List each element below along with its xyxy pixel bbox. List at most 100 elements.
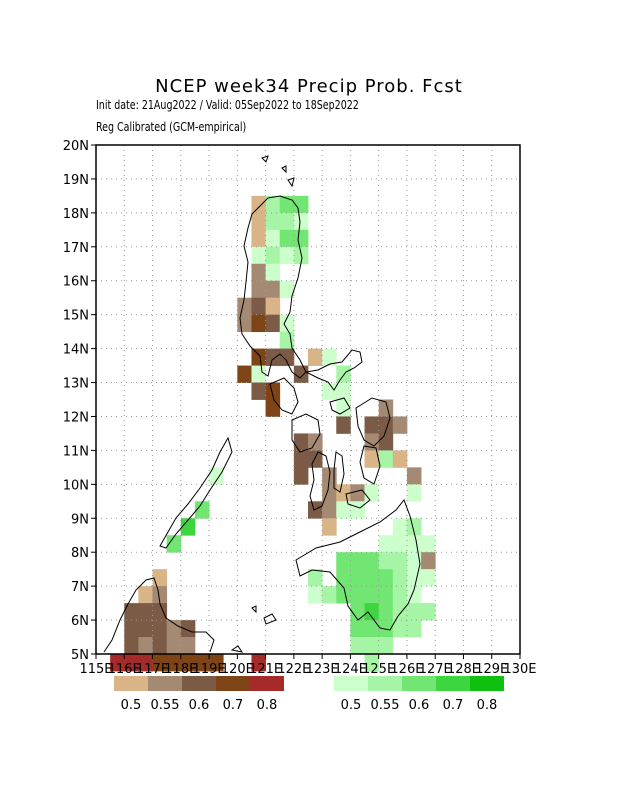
wet-legend-swatch — [470, 676, 504, 691]
prob-cell — [209, 654, 224, 672]
prob-cell — [392, 535, 408, 553]
dry-legend-swatch — [250, 676, 284, 691]
lat-lon-grid — [96, 145, 520, 654]
dry-legend-label: 0.5 — [121, 698, 142, 713]
prob-cell — [265, 382, 281, 400]
prob-cell — [293, 229, 309, 248]
prob-cell — [406, 603, 422, 621]
wet-legend-swatch — [368, 676, 402, 691]
prob-cell — [152, 603, 168, 621]
prob-cell — [406, 535, 422, 553]
lon-tick-label: 122E — [277, 662, 310, 677]
prob-cell — [279, 348, 295, 366]
prob-cell — [336, 416, 351, 434]
prob-cell — [279, 212, 295, 231]
coastline-samar — [355, 397, 391, 447]
prob-cell — [350, 484, 365, 502]
prob-cell — [336, 586, 351, 604]
lat-tick-label: 7N — [71, 580, 89, 595]
probability-cells — [110, 195, 436, 672]
prob-cell — [251, 263, 266, 282]
prob-cell — [336, 552, 351, 570]
prob-cell — [364, 637, 380, 655]
prob-cell — [406, 620, 422, 638]
lat-tick-label: 14N — [63, 343, 89, 358]
prob-cell — [308, 348, 323, 366]
wet-legend-swatch — [334, 676, 368, 691]
prob-cell — [392, 416, 408, 434]
lat-tick-label: 17N — [63, 241, 89, 256]
dry-legend-label: 0.8 — [257, 698, 278, 713]
wet-legend-label: 0.5 — [341, 698, 362, 713]
prob-cell — [166, 637, 182, 655]
prob-cell — [322, 501, 337, 519]
prob-cell — [194, 501, 210, 519]
prob-cell — [138, 620, 153, 638]
prob-cell — [124, 654, 139, 672]
prob-cell — [364, 450, 380, 468]
prob-cell — [378, 637, 394, 655]
prob-cell — [265, 348, 281, 366]
prob-cell — [421, 535, 436, 553]
prob-cell — [138, 586, 153, 604]
coastline-leyte — [359, 445, 381, 485]
prob-cell — [152, 637, 168, 655]
prob-cell — [251, 280, 266, 299]
wet-legend-swatch — [402, 676, 436, 691]
prob-cell — [251, 246, 266, 265]
prob-cell — [378, 433, 394, 451]
lon-tick-label: 119E — [193, 662, 226, 677]
prob-cell — [124, 637, 139, 655]
prob-cell — [364, 654, 380, 672]
prob-cell — [265, 314, 281, 333]
dry-legend-label: 0.55 — [151, 698, 180, 713]
prob-cell — [406, 552, 422, 570]
prob-cell — [350, 501, 365, 519]
prob-cell — [378, 399, 394, 417]
dry-legend-label: 0.7 — [223, 698, 244, 713]
lat-tick-label: 10N — [63, 478, 89, 493]
prob-cell — [308, 501, 323, 519]
lon-tick-label: 130E — [503, 662, 536, 677]
map-title: NCEP week34 Precip Prob. Fcst — [155, 76, 463, 97]
prob-cell — [378, 603, 394, 621]
prob-cell — [251, 348, 266, 366]
prob-cell — [293, 365, 309, 383]
prob-cell — [392, 450, 408, 468]
prob-cell — [378, 450, 394, 468]
prob-cell — [378, 552, 394, 570]
lat-tick-label: 9N — [71, 512, 89, 527]
prob-cell — [421, 552, 436, 570]
prob-cell — [364, 603, 380, 621]
lat-tick-label: 13N — [63, 377, 89, 392]
prob-cell — [364, 586, 380, 604]
coastline-mindoro — [269, 377, 299, 415]
axis-ticks: 5N 6N 7N 8N 9N 10N 11N 12N 13N 14N 15N 16N 17N 18N 19N… — [63, 139, 537, 677]
prob-cell — [421, 603, 436, 621]
prob-cell — [308, 450, 323, 468]
prob-cell — [152, 569, 168, 587]
prob-cell — [194, 654, 210, 672]
prob-cell — [350, 620, 365, 638]
lon-tick-label: 123E — [306, 662, 339, 677]
lon-tick-label: 120E — [221, 662, 254, 677]
prob-cell — [378, 535, 394, 553]
coastline-bohol — [345, 489, 371, 509]
prob-cell — [279, 314, 295, 333]
lon-tick-label: 129E — [475, 662, 508, 677]
prob-cell — [124, 603, 139, 621]
coastline-mindanao — [295, 499, 421, 631]
prob-cell — [265, 399, 281, 417]
prob-cell — [251, 314, 266, 333]
dry-legend-label: 0.6 — [189, 698, 210, 713]
prob-cell — [279, 246, 295, 265]
wet-legend-label: 0.55 — [371, 698, 400, 713]
prob-cell — [293, 195, 309, 214]
prob-cell — [124, 620, 139, 638]
prob-cell — [392, 603, 408, 621]
prob-cell — [406, 467, 422, 485]
prob-cell — [293, 433, 309, 451]
calibration-line: Reg Calibrated (GCM-empirical) — [96, 120, 247, 134]
lon-tick-label: 115E — [79, 662, 112, 677]
prob-cell — [364, 552, 380, 570]
